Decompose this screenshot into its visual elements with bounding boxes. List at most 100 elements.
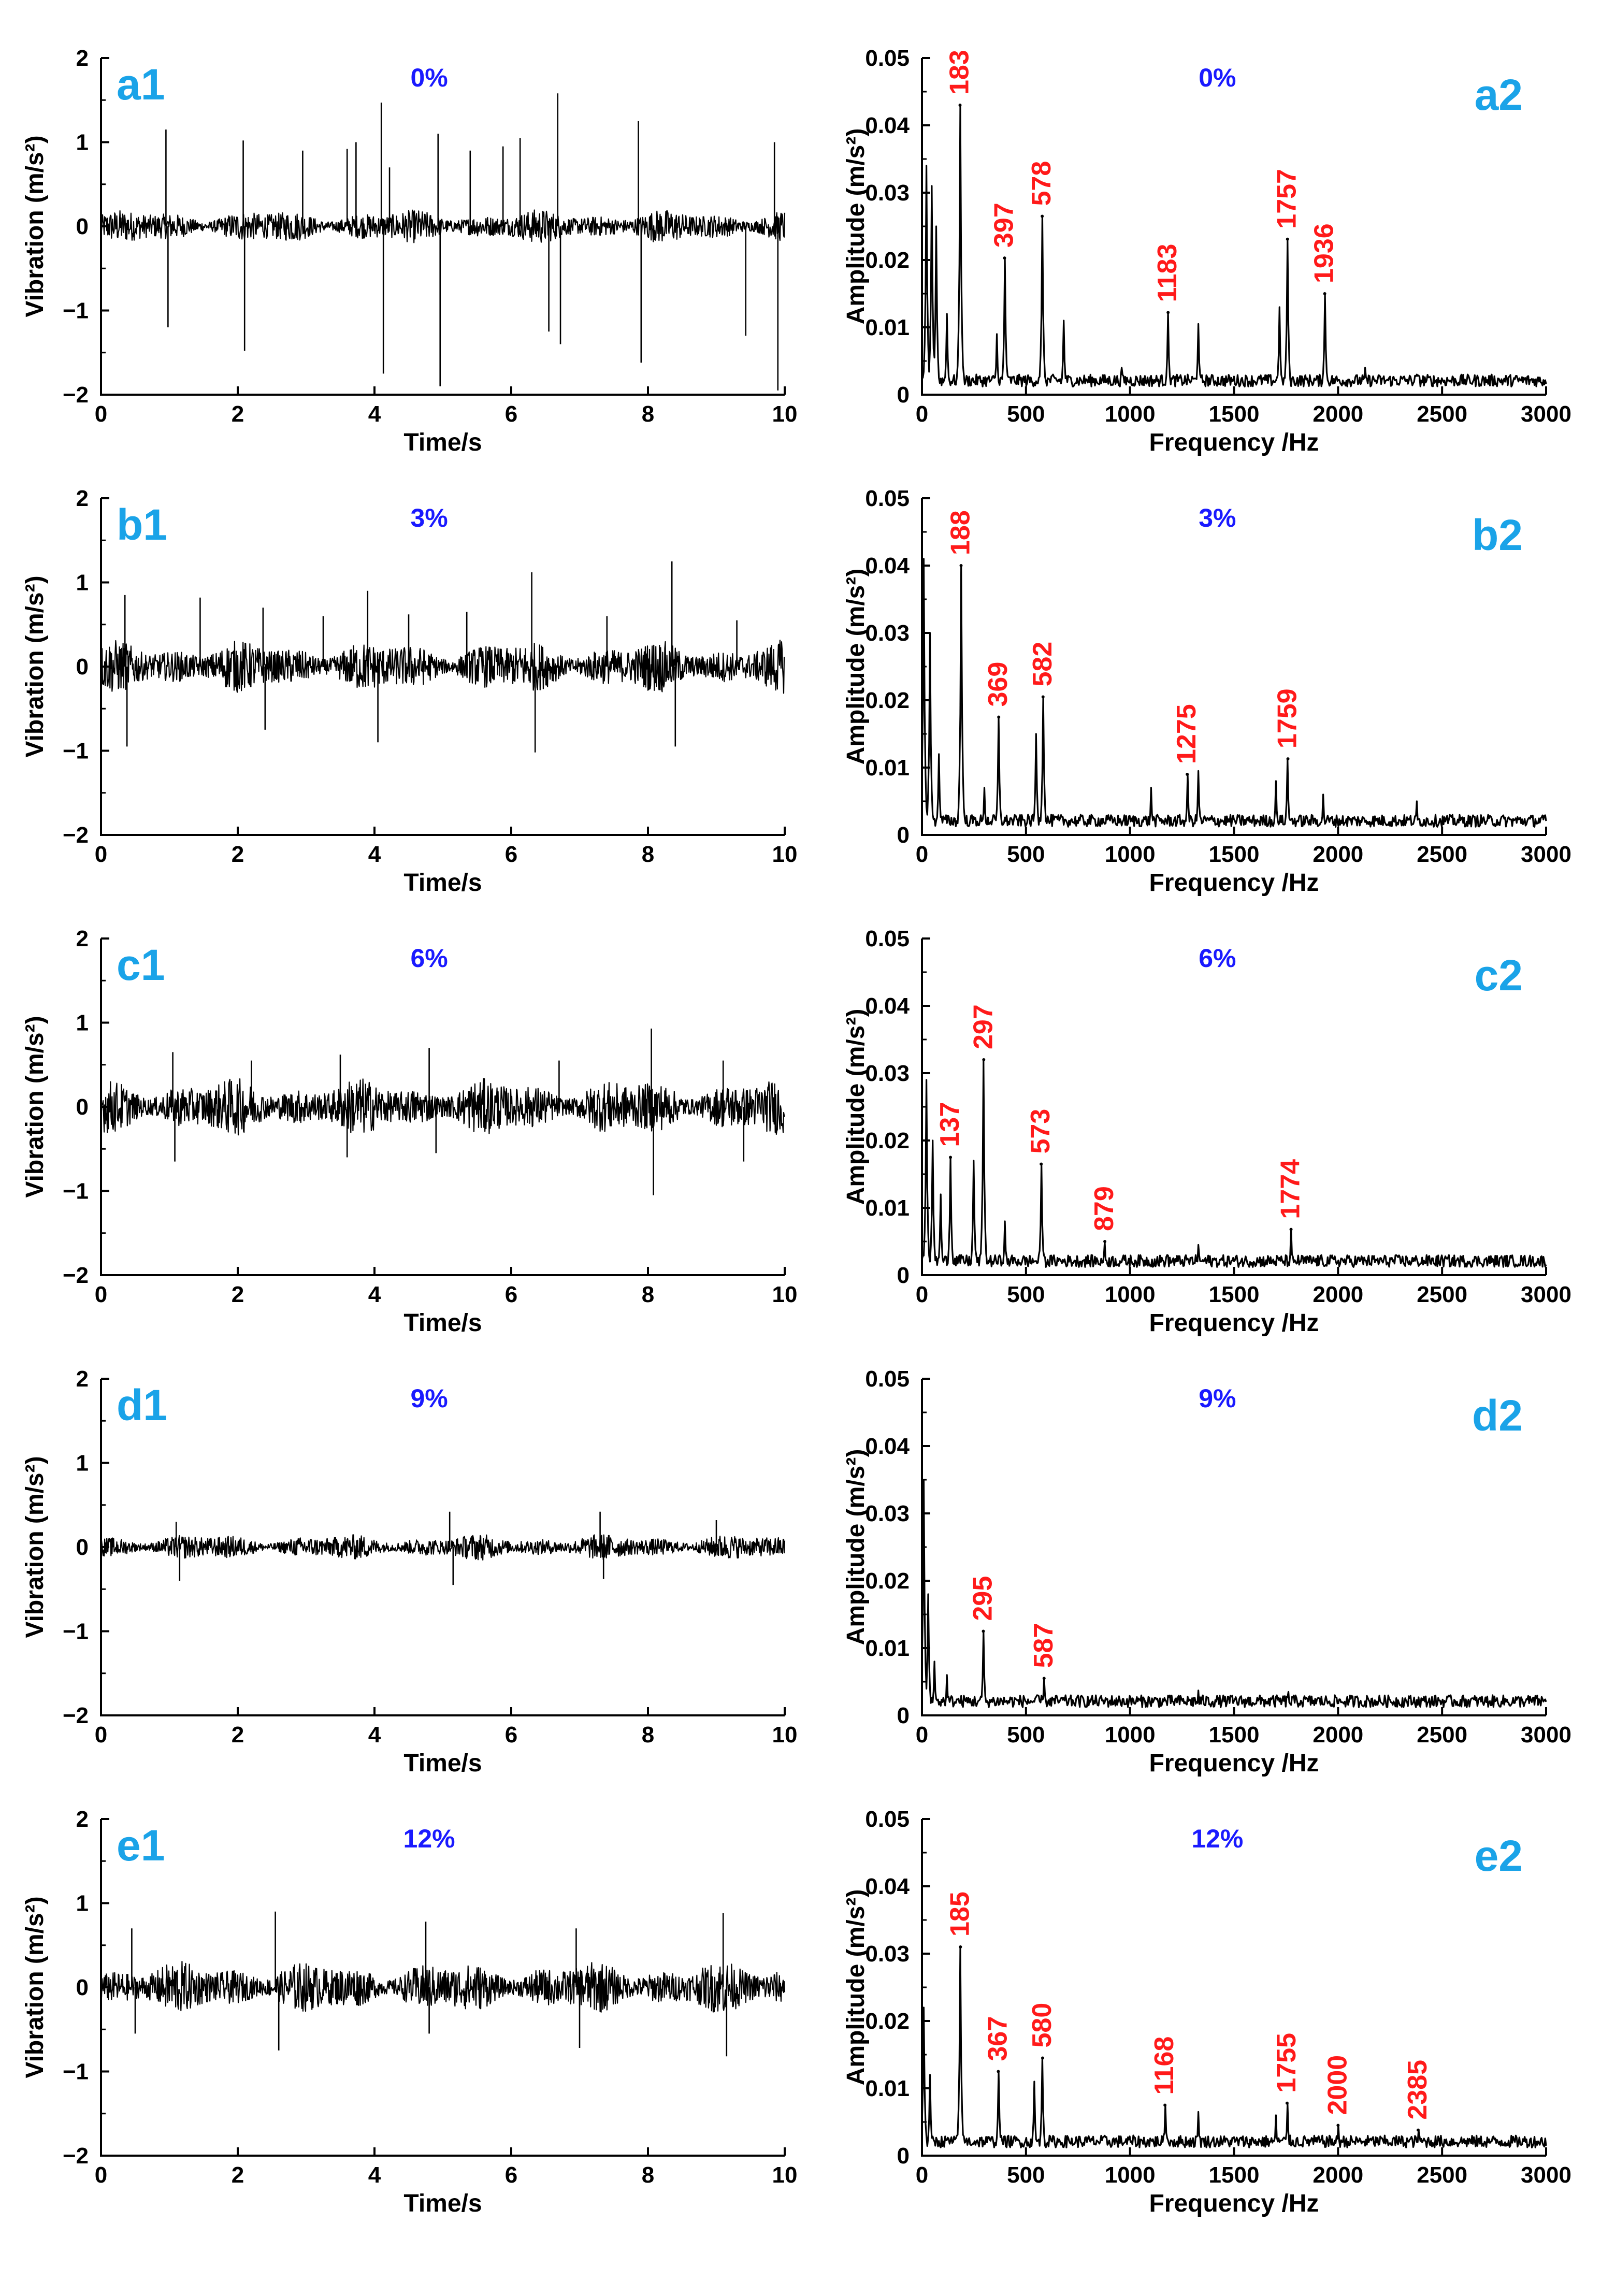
x-axis-label: Frequency /Hz (1149, 1309, 1319, 1337)
y-axis-label: Vibration (m/s²) (21, 575, 49, 757)
peak-marker (959, 1945, 962, 1948)
panel-id-label: a1 (117, 60, 165, 109)
x-axis-label: Frequency /Hz (1149, 1750, 1319, 1777)
y-tick-label: −2 (63, 1263, 89, 1288)
x-tick-label: 4 (368, 842, 381, 867)
spectrum-line (921, 104, 1547, 387)
y-tick-label: 0 (897, 382, 910, 408)
x-tick-label: 10 (772, 842, 798, 867)
y-tick-label: 0.03 (865, 1941, 910, 1967)
x-tick-label: 4 (368, 1722, 381, 1748)
panel-c1: −2 −1 0 1 2 0 2 4 6 8 10 Time/s Vibration (m/s²) c1 6% (21, 926, 797, 1337)
x-tick-label: 0 (95, 2162, 107, 2188)
y-axis-label: Amplitude (m/s²) (842, 128, 870, 325)
x-axis-label: Time/s (403, 1750, 482, 1777)
x-tick-label: 2000 (1312, 2162, 1363, 2188)
x-tick-label: 6 (505, 2162, 517, 2188)
y-tick-label: −2 (63, 382, 89, 408)
peak-label: 2385 (1403, 2060, 1433, 2120)
y-tick-label: 0 (76, 1094, 89, 1120)
panel-d2: 295 587 0 0.01 0.02 0.03 0.04 0.05 0 500 1000 1500 2… (842, 1366, 1571, 1777)
y-axis-label: Amplitude (m/s²) (842, 1449, 870, 1645)
y-tick-label: 0.01 (865, 755, 910, 781)
peak-label: 1774 (1276, 1159, 1306, 1219)
panel-e2: 185 367 580 1168 1755 2000 2385 0 0.01 0.02 0.03 0.… (842, 1807, 1571, 2217)
x-tick-label: 1000 (1105, 1282, 1156, 1307)
spectrum-line (921, 1479, 1547, 1708)
y-axis-label: Vibration (m/s²) (21, 1456, 49, 1638)
x-tick-label: 10 (772, 1722, 798, 1748)
y-tick-label: −1 (63, 1179, 89, 1204)
peak-label: 185 (945, 1891, 975, 1937)
x-tick-label: 6 (505, 842, 517, 867)
peak-marker (1286, 237, 1289, 241)
vibration-trace (100, 209, 786, 243)
y-axis-label: Amplitude (m/s²) (842, 1889, 870, 2086)
y-tick-label: −1 (63, 1619, 89, 1644)
y-tick-label: 0.02 (865, 688, 910, 713)
peak-marker (1186, 773, 1189, 776)
peak-marker (997, 2070, 1000, 2073)
peak-marker (949, 1156, 953, 1159)
peak-label: 1275 (1172, 704, 1202, 764)
x-tick-label: 4 (368, 2162, 381, 2188)
peak-marker (982, 1058, 986, 1061)
peak-marker (1041, 214, 1044, 218)
panel-id-label: c1 (117, 941, 165, 989)
x-axis-label: Time/s (403, 1309, 482, 1337)
x-tick-label: 8 (642, 401, 654, 427)
peak-label: 183 (945, 50, 975, 95)
peak-label: 188 (946, 510, 976, 555)
peak-marker (982, 1629, 985, 1633)
x-tick-label: 500 (1007, 1282, 1045, 1307)
y-tick-label: 0.02 (865, 2009, 910, 2034)
condition-label: 9% (410, 1384, 448, 1413)
y-tick-label: −2 (63, 1703, 89, 1728)
x-tick-label: 2000 (1312, 1722, 1363, 1748)
y-tick-label: 0 (897, 2143, 910, 2169)
axis-frame (921, 1379, 1546, 1716)
y-tick-label: 0.05 (865, 1366, 910, 1392)
x-tick-label: 4 (368, 401, 381, 427)
axis-frame (921, 938, 1546, 1276)
x-tick-label: 3000 (1521, 2162, 1571, 2188)
y-tick-label: 0 (76, 1975, 89, 2000)
x-axis-label: Time/s (403, 2190, 482, 2217)
y-tick-label: 0 (897, 822, 910, 848)
y-tick-label: 0.02 (865, 1568, 910, 1594)
peak-label: 578 (1027, 161, 1057, 206)
x-tick-label: 0 (916, 401, 928, 427)
panel-b2: 188 369 582 1275 1759 0 0.01 0.02 0.03 0.04 0.05 0 5… (842, 486, 1571, 897)
peak-marker (1003, 256, 1006, 260)
y-tick-label: 2 (76, 926, 89, 951)
y-tick-label: 0.03 (865, 1501, 910, 1526)
panel-a1: −2 −1 0 1 2 0 2 4 6 8 10 Time/s Vibration (m/s²) a1 0% (21, 46, 797, 456)
y-tick-label: 0 (76, 654, 89, 680)
peak-marker (1103, 1240, 1107, 1243)
y-axis-label: Vibration (m/s²) (21, 1896, 49, 2078)
y-tick-label: −1 (63, 739, 89, 764)
peak-label: 369 (983, 662, 1013, 707)
x-tick-label: 2500 (1417, 842, 1467, 867)
x-tick-label: 500 (1007, 1722, 1045, 1748)
peak-marker (959, 564, 963, 567)
y-tick-label: −1 (63, 298, 89, 324)
condition-label: 6% (410, 944, 448, 973)
x-tick-label: 0 (916, 1282, 928, 1307)
peak-marker (1285, 2101, 1289, 2105)
x-tick-label: 8 (642, 842, 654, 867)
y-tick-label: 0.05 (865, 486, 910, 511)
y-tick-label: 0.04 (865, 993, 910, 1019)
panel-id-label: b1 (117, 500, 167, 549)
y-tick-label: 2 (76, 1366, 89, 1392)
x-tick-label: 0 (95, 842, 107, 867)
peak-marker (1041, 695, 1045, 699)
x-tick-label: 2000 (1312, 1282, 1363, 1307)
peak-label: 1755 (1272, 2033, 1302, 2093)
axis-frame (921, 1819, 1546, 2157)
y-tick-label: 0.05 (865, 1807, 910, 1832)
vibration-trace (100, 1078, 786, 1136)
peak-marker (1336, 2124, 1340, 2127)
x-tick-label: 2500 (1417, 1282, 1467, 1307)
y-tick-label: 0 (76, 1535, 89, 1560)
